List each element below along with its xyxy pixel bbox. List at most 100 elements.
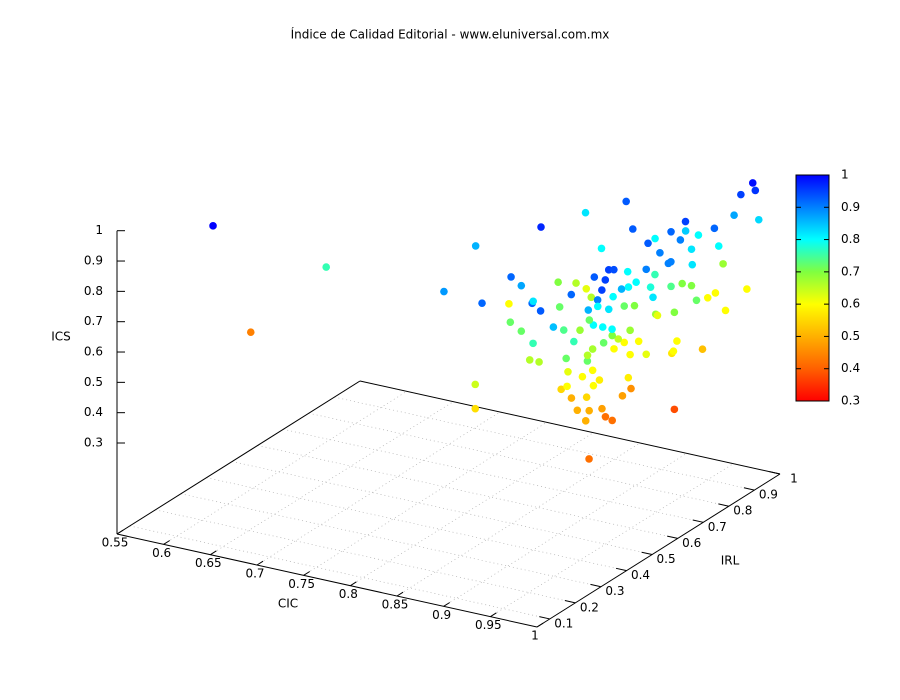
point: [620, 302, 629, 310]
x-tick-label: 0.95: [475, 618, 502, 632]
point: [676, 236, 685, 244]
point: [610, 345, 618, 353]
point: [322, 263, 331, 271]
point: [529, 297, 537, 306]
x-tick-label: 0.85: [382, 598, 409, 612]
point: [669, 347, 678, 355]
point: [578, 372, 587, 381]
grid-line: [163, 391, 407, 545]
point: [653, 311, 662, 320]
x-tick-label: 0.8: [339, 587, 358, 601]
point: [626, 350, 634, 359]
axis-line: [116, 533, 538, 628]
axis-line: [359, 380, 781, 475]
y-tick: [590, 583, 602, 588]
point: [598, 286, 606, 294]
point: [624, 283, 633, 291]
point: [667, 227, 675, 236]
point: [623, 267, 632, 276]
point: [589, 381, 598, 390]
point: [529, 339, 537, 348]
point: [626, 326, 634, 335]
point: [563, 382, 571, 391]
point: [588, 366, 597, 375]
point: [517, 327, 526, 335]
point: [567, 394, 576, 402]
point: [525, 356, 534, 364]
grid-line: [256, 411, 501, 566]
point: [710, 224, 719, 233]
x-tick-label: 0.6: [152, 546, 171, 560]
point: [478, 299, 486, 307]
point: [743, 285, 751, 293]
y-tick-label: 1: [790, 472, 798, 486]
point: [581, 208, 590, 217]
y-tick: [539, 616, 550, 620]
grid-line: [443, 453, 687, 607]
y-axis-label: IRL: [721, 554, 740, 568]
point: [646, 283, 655, 291]
z-tick-label: 0.6: [84, 345, 103, 359]
point: [754, 215, 763, 224]
point: [634, 337, 643, 346]
z-tick-label: 1: [95, 223, 103, 237]
point: [549, 323, 558, 331]
y-tick: [743, 487, 755, 491]
point: [599, 339, 608, 347]
y-tick-label: 0.7: [708, 520, 727, 534]
x-tick: [536, 622, 544, 628]
point: [440, 287, 448, 296]
point: [649, 293, 657, 302]
point: [737, 190, 745, 199]
x-tick-label: 1: [531, 629, 539, 643]
x-tick: [490, 612, 497, 618]
point: [730, 211, 738, 220]
point: [576, 326, 584, 334]
z-tick-label: 0.5: [84, 375, 103, 389]
point: [517, 281, 526, 290]
x-tick-label: 0.65: [195, 556, 222, 570]
y-tick: [564, 600, 576, 604]
point: [471, 242, 480, 250]
colorbar-tick-label: 0.7: [841, 264, 860, 278]
x-tick-label: 0.9: [432, 608, 451, 622]
grid-line: [308, 412, 729, 507]
point: [608, 325, 616, 333]
point: [604, 305, 613, 314]
x-tick: [256, 560, 264, 566]
point: [687, 281, 696, 290]
point: [471, 380, 480, 389]
point: [555, 303, 564, 311]
y-tick: [615, 567, 627, 572]
point: [601, 276, 610, 284]
z-tick-label: 0.9: [84, 254, 103, 268]
point: [507, 273, 515, 281]
x-tick-label: 0.55: [102, 536, 129, 550]
grid-line: [180, 493, 602, 588]
point: [595, 376, 604, 384]
point: [618, 392, 627, 400]
point: [667, 257, 675, 266]
point: [564, 367, 572, 376]
y-tick-label: 0.1: [554, 616, 573, 630]
point: [582, 393, 591, 401]
point: [584, 306, 593, 314]
colorbar-tick-label: 1: [841, 168, 849, 182]
point: [601, 413, 610, 421]
colorbar-tick-label: 0.6: [841, 297, 860, 311]
axis-line: [536, 473, 781, 628]
point: [246, 328, 255, 337]
x-tick: [303, 571, 311, 576]
colorbar-tick-label: 0.5: [841, 329, 860, 343]
point: [585, 406, 593, 415]
grid-line: [206, 477, 627, 571]
axis-line: [116, 380, 361, 535]
y-tick: [769, 471, 781, 475]
x-tick: [210, 550, 217, 556]
point: [698, 345, 707, 353]
y-tick: [641, 551, 653, 556]
point: [632, 278, 640, 287]
point: [598, 404, 606, 413]
